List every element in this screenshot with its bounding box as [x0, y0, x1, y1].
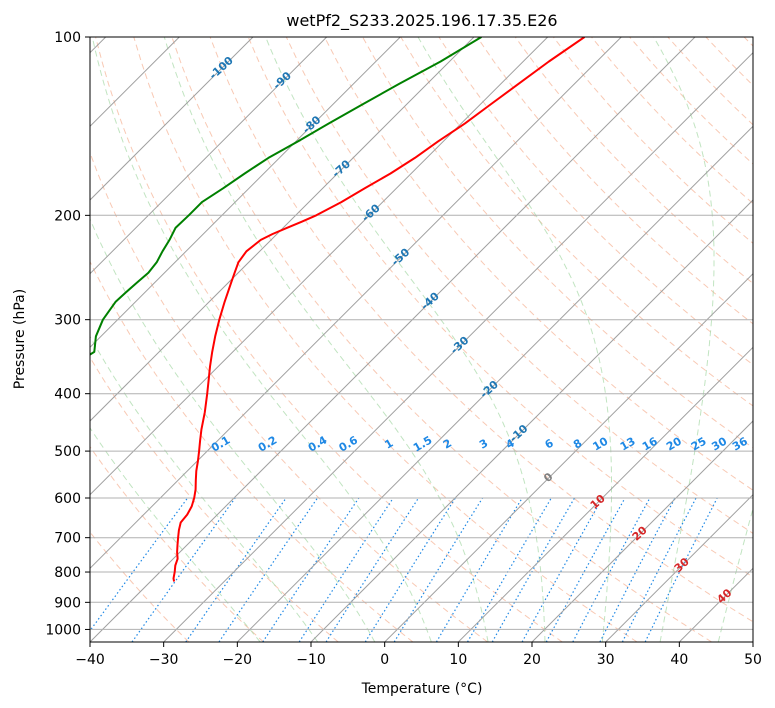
y-tick-label: 1000 [45, 622, 81, 638]
dry-adiabat [324, 37, 753, 491]
temperature-line [172, 37, 586, 582]
dry-adiabat [90, 260, 414, 642]
isotherms [90, 37, 753, 642]
dry-adiabat [90, 445, 264, 642]
mixing-ratio-line [364, 497, 456, 642]
isotherm [457, 346, 753, 642]
y-axis-title: Pressure (hPa) [12, 289, 28, 389]
isotherm [752, 641, 753, 642]
moist-adiabat [90, 427, 261, 642]
mixing-ratio-lines [90, 497, 718, 642]
pressure-gridlines [90, 37, 753, 630]
isotherm [310, 199, 753, 642]
profile-series [90, 37, 586, 582]
isotherm [90, 37, 696, 642]
dry-adiabat [438, 37, 753, 366]
mixing-ratio-line [131, 497, 236, 642]
mixing-ratio-line [393, 497, 484, 642]
mixing-ratio-line [644, 497, 718, 642]
dry-adiabat [90, 151, 488, 642]
isotherm [163, 51, 753, 642]
y-tick-label: 400 [54, 387, 81, 403]
mixing-ratio-label: 6 [543, 436, 556, 451]
dry-adiabat [171, 37, 712, 642]
isotherm [90, 37, 254, 201]
isotherm [605, 493, 753, 642]
dry-adiabat [591, 37, 753, 205]
dry-adiabat [667, 37, 753, 126]
mixing-ratio-label: 2 [441, 437, 454, 452]
x-tick-label: 50 [744, 652, 762, 668]
y-tick-label: 200 [54, 208, 81, 224]
mixing-ratio-line [435, 497, 523, 642]
y-tick-label: 800 [54, 565, 81, 581]
dry-adiabat [743, 37, 753, 47]
y-axis: 100 200 300 400 500 600 700 800 900 1000 [45, 30, 90, 638]
isotherm [384, 272, 753, 642]
dry-adiabat [90, 356, 339, 642]
dry-adiabat [95, 37, 563, 642]
moist-adiabat [163, 37, 489, 642]
moist-adiabat [417, 37, 612, 642]
dewpoint-line [90, 37, 482, 356]
isotherm [531, 420, 753, 642]
isotherm [90, 37, 622, 570]
x-tick-label: −30 [149, 652, 179, 668]
x-tick-label: 20 [523, 652, 541, 668]
isotherm [90, 37, 401, 349]
x-axis-title: Temperature (°C) [361, 681, 483, 697]
dry-adiabat [476, 37, 753, 325]
moist-adiabats [90, 37, 753, 642]
moist-adiabat [265, 37, 546, 642]
dry-adiabat [247, 37, 753, 578]
mixing-ratio-line [262, 497, 360, 642]
dry-adiabat [285, 37, 753, 534]
dry-adiabats [90, 37, 753, 642]
x-tick-label: −20 [223, 652, 253, 668]
dry-adiabat [90, 531, 190, 642]
isotherm [90, 37, 549, 496]
mixing-ratio-label: 3 [477, 437, 490, 452]
moist-adiabat [91, 37, 432, 642]
y-tick-label: 900 [54, 595, 81, 611]
x-tick-label: 0 [380, 652, 389, 668]
x-axis: −40 −30 −20 −10 0 10 20 30 40 50 [75, 642, 762, 668]
mixing-ratio-line [90, 497, 189, 632]
isotherm [678, 567, 753, 642]
moist-adiabat [653, 37, 715, 642]
mixing-ratio-line [572, 497, 651, 642]
isotherm [90, 37, 475, 422]
dry-adiabat [133, 37, 638, 642]
x-tick-label: −40 [75, 652, 105, 668]
x-tick-label: −10 [296, 652, 326, 668]
mixing-ratio-line [325, 497, 420, 642]
dry-adiabat [209, 37, 753, 623]
moist-adiabat [717, 506, 753, 642]
moist-adiabat [90, 217, 376, 642]
moist-adiabat [90, 335, 319, 642]
isotherm [236, 125, 753, 642]
mixing-ratio-line [621, 497, 697, 642]
dry-adiabat [705, 37, 753, 87]
isotherm [90, 37, 328, 275]
chart-title: wetPf2_S233.2025.196.17.35.E26 [286, 11, 557, 31]
mixing-ratio-line [545, 497, 626, 642]
y-tick-label: 500 [54, 444, 81, 460]
dry-adiabat [514, 37, 753, 285]
y-tick-label: 700 [54, 531, 81, 547]
x-tick-label: 40 [670, 652, 688, 668]
y-tick-label: 300 [54, 313, 81, 329]
x-tick-label: 10 [449, 652, 467, 668]
x-tick-label: 30 [597, 652, 615, 668]
mixing-ratio-line [218, 497, 318, 642]
plot-frame [89, 36, 754, 643]
y-tick-label: 100 [54, 30, 81, 46]
mixing-ratio-line [599, 497, 676, 642]
y-tick-label: 600 [54, 491, 81, 507]
